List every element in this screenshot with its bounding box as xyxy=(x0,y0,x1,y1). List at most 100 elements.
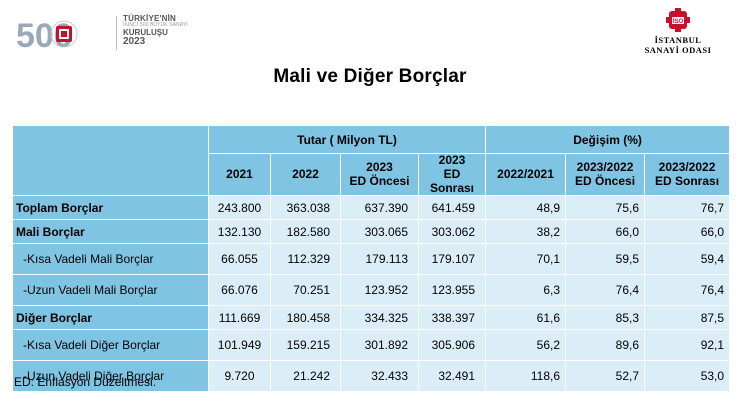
table-cell: 70,1 xyxy=(485,243,567,276)
table-cell: 48,9 xyxy=(485,195,567,221)
table-row: Diğer Borçlar 111.669 180.458 334.325 338.39… xyxy=(12,305,731,331)
column-header: 2022/2021 xyxy=(485,152,567,197)
logo-line-3: KURULUŞU xyxy=(123,27,168,37)
table-row: Toplam Borçlar 243.800 363.038 637.390 641.4… xyxy=(12,195,731,221)
table-cell: 6,3 xyxy=(485,274,567,307)
corner-header xyxy=(12,124,209,197)
table-cell: 179.107 xyxy=(417,243,487,276)
table-cell: 66,0 xyxy=(644,219,731,245)
table-row: -Uzun Vadeli Diğer Borçlar 9.720 21.242 32.… xyxy=(12,360,731,393)
iso-gear-icon: İSO xyxy=(666,8,690,32)
column-header-line-2: ED Öncesi xyxy=(349,173,410,188)
table-cell: 66.076 xyxy=(208,274,271,307)
table-cell: 87,5 xyxy=(644,305,731,331)
table-cell: 38,2 xyxy=(485,219,567,245)
column-header: 2023/2022 ED Öncesi xyxy=(565,152,646,197)
column-header-line-1: 2023 xyxy=(366,159,393,174)
table-cell: 59,4 xyxy=(644,243,731,276)
logo-divider xyxy=(116,16,117,50)
table-cell: 21.242 xyxy=(270,360,341,393)
table-cell: 123.952 xyxy=(340,274,419,307)
table-cell: 641.459 xyxy=(417,195,487,221)
table-cell: 112.329 xyxy=(270,243,341,276)
column-header-line-1: 2022/2021 xyxy=(497,166,554,181)
iso-name-line-1: İSTANBUL xyxy=(654,35,702,45)
table-cell: 159.215 xyxy=(270,329,341,362)
column-header-line-1: 2022 xyxy=(292,166,319,181)
column-header-line-1: 2023/2022 xyxy=(576,159,634,174)
table-cell: 111.669 xyxy=(208,305,271,331)
table-cell: 338.397 xyxy=(417,305,487,331)
row-label: -Kısa Vadeli Diğer Borçlar xyxy=(12,329,209,362)
row-label: -Uzun Vadeli Mali Borçlar xyxy=(12,274,209,307)
table-row: -Uzun Vadeli Mali Borçlar 66.076 70.251 123… xyxy=(12,274,731,307)
table-cell: 123.955 xyxy=(417,274,487,307)
footnote: ED: Enflasyon Düzeltmesi. xyxy=(14,375,157,389)
column-header-line-2: ED Öncesi xyxy=(575,173,636,188)
column-header-line-2: ED Sonrası xyxy=(655,173,720,188)
turkiye-500-logo: 500 TÜRKİYE'NİN İKİNCİ 500 BÜYÜK SANAYİ … xyxy=(16,10,206,56)
table-cell: 53,0 xyxy=(644,360,731,393)
table-cell: 76,7 xyxy=(644,195,731,221)
table-cell: 56,2 xyxy=(485,329,567,362)
logo-year: 2023 xyxy=(123,36,146,48)
amount-group-header: Tutar ( Milyon TL) xyxy=(207,125,487,154)
logo-text: TÜRKİYE'NİN İKİNCİ 500 BÜYÜK SANAYİ KURU… xyxy=(123,14,188,48)
table-cell: 89,6 xyxy=(565,329,646,362)
table-cell: 92,1 xyxy=(644,329,731,362)
row-label: -Uzun Vadeli Diğer Borçlar xyxy=(12,360,209,393)
table-cell: 66.055 xyxy=(208,243,271,276)
column-header: 2023 ED Sonrası xyxy=(417,152,487,197)
column-header-line-1: 2021 xyxy=(226,166,253,181)
page-title: Mali ve Diğer Borçlar xyxy=(273,66,467,87)
table-cell: 59,5 xyxy=(565,243,646,276)
column-header-line-2: ED Sonrası xyxy=(430,166,475,195)
table-row: -Kısa Vadeli Diğer Borçlar 101.949 159.215… xyxy=(12,329,731,362)
table-cell: 76,4 xyxy=(644,274,731,307)
table-cell: 9.720 xyxy=(208,360,271,393)
logo-line-2: İKİNCİ 500 BÜYÜK SANAYİ xyxy=(123,22,188,29)
table-cell: 101.949 xyxy=(208,329,271,362)
logo-500-mark: 500 xyxy=(16,17,78,52)
table-row: Mali Borçlar 132.130 182.580 303.065 303.062… xyxy=(12,219,731,245)
column-header-line-1: 2023 xyxy=(438,153,466,167)
table-cell: 32.491 xyxy=(417,360,487,393)
column-header: 2021 xyxy=(208,152,271,197)
column-header: 2023 ED Öncesi xyxy=(340,152,419,197)
table-cell: 132.130 xyxy=(208,219,271,245)
row-label: Diğer Borçlar xyxy=(12,305,209,331)
iso-logo: İSO İSTANBUL SANAYİ ODASI xyxy=(628,8,728,66)
table-cell: 179.113 xyxy=(340,243,419,276)
iso-name: İSTANBUL SANAYİ ODASI xyxy=(628,35,728,55)
row-label: Toplam Borçlar xyxy=(12,195,209,221)
table-cell: 243.800 xyxy=(208,195,271,221)
table-cell: 61,6 xyxy=(485,305,567,331)
row-label: -Kısa Vadeli Mali Borçlar xyxy=(12,243,209,276)
table-cell: 180.458 xyxy=(270,305,341,331)
iso-mark-text: İSO xyxy=(673,18,684,25)
table-cell: 118,6 xyxy=(485,360,567,393)
table-cell: 182.580 xyxy=(270,219,341,245)
table-cell: 334.325 xyxy=(340,305,419,331)
table-cell: 32.433 xyxy=(340,360,419,393)
column-header: 2022 xyxy=(270,152,341,197)
logo-line-1: TÜRKİYE'NİN xyxy=(123,14,176,23)
iso-name-line-2: SANAYİ ODASI xyxy=(644,45,712,56)
table-cell: 301.892 xyxy=(340,329,419,362)
table-row: -Kısa Vadeli Mali Borçlar 66.055 112.329 17… xyxy=(12,243,731,276)
table-cell: 76,4 xyxy=(565,274,646,307)
table-cell: 70.251 xyxy=(270,274,341,307)
table-cell: 363.038 xyxy=(270,195,341,221)
column-header-line-1: 2023/2022 xyxy=(658,159,716,174)
row-label: Mali Borçlar xyxy=(12,219,209,245)
debt-table: Tutar ( Milyon TL) Değişim (%) 2021 2022 2… xyxy=(12,124,731,393)
table-cell: 52,7 xyxy=(565,360,646,393)
table-cell: 66,0 xyxy=(565,219,646,245)
table-cell: 85,3 xyxy=(565,305,646,331)
table-cell: 303.065 xyxy=(340,219,419,245)
change-group-header: Değişim (%) xyxy=(485,125,731,154)
table-cell: 305.906 xyxy=(417,329,487,362)
table-cell: 75,6 xyxy=(565,195,646,221)
column-header: 2023/2022 ED Sonrası xyxy=(644,152,731,197)
table-cell: 637.390 xyxy=(340,195,419,221)
